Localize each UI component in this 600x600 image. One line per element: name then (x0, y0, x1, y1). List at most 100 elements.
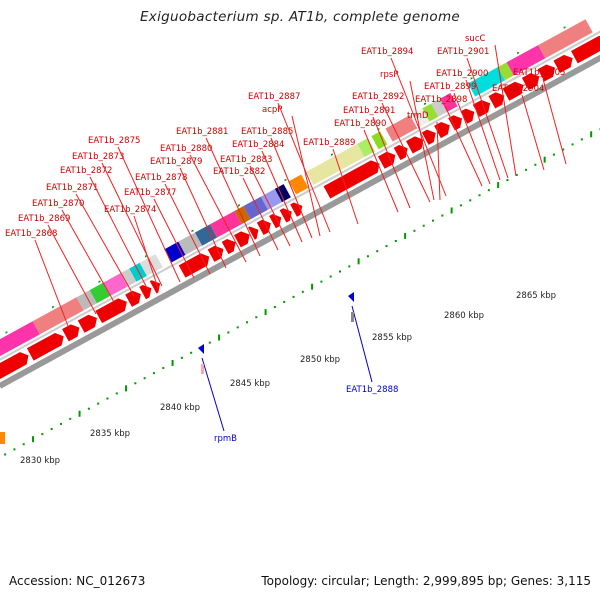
ruler-dot (97, 402, 100, 405)
gene-arrow (0, 352, 29, 379)
gene-arrow (234, 231, 250, 248)
callout-line (153, 198, 195, 279)
gene-label: EAT1b_2885 (241, 127, 293, 137)
gene-arrow (221, 238, 236, 255)
gene-label: EAT1b_2882 (213, 167, 265, 177)
ruler-dot (245, 321, 248, 324)
ruler-dot (301, 290, 304, 293)
ruler-dot (273, 306, 276, 309)
ruler-dot (366, 255, 369, 258)
feature-block (234, 206, 251, 225)
ruler-dot (506, 179, 509, 182)
gene-label: EAT1b_2869 (18, 214, 70, 224)
gene-arrow (323, 160, 380, 199)
gene-arrow (139, 285, 152, 300)
ruler-dot (115, 392, 118, 395)
callout-line (381, 102, 431, 203)
feature-block (120, 268, 137, 287)
ruler-dot (580, 138, 583, 141)
gene-callouts: EAT1b_2868 EAT1b_2869 EAT1b_2870 EAT1b_2871… (5, 34, 567, 444)
gene-label: EAT1b_2880 (160, 144, 212, 154)
gene-label: EAT1b_2890 (334, 119, 386, 129)
ruler-dot (339, 270, 342, 273)
gene-label: sucC (465, 34, 485, 44)
gene-label: EAT1b_2900 (436, 69, 488, 79)
gene-arrow (571, 35, 600, 64)
callout-line (133, 215, 159, 289)
ruler-dot (4, 453, 7, 456)
feature-block (371, 131, 388, 150)
gene-label: trmD (407, 111, 429, 121)
ruler-label: 2850 kbp (300, 355, 340, 365)
feature-block-edge (0, 432, 5, 444)
ruler-dot (534, 163, 537, 166)
gene-label: EAT1b_2901 (437, 47, 489, 57)
gene-arrow (149, 280, 161, 294)
ruler-label: 2865 kbp (516, 291, 556, 301)
gene-arrow (125, 290, 141, 307)
gene-label: EAT1b_2878 (135, 173, 187, 183)
callout-line (164, 183, 211, 275)
gene-label: EAT1b_2904 (492, 84, 544, 94)
gene-label: EAT1b_2898 (415, 95, 467, 105)
feature-block (497, 62, 514, 81)
callout-line (205, 137, 261, 257)
ruler-dot (22, 443, 25, 446)
feature-block (422, 103, 439, 122)
gene-arrow (521, 73, 540, 91)
ruler-dot (106, 397, 109, 400)
ruler-dot (236, 326, 239, 329)
gene-arrow (553, 54, 573, 73)
callout-line (75, 193, 135, 297)
callout-line (465, 79, 501, 181)
gene-label: EAT1b_2870 (32, 199, 84, 209)
callout-line (436, 121, 441, 201)
gene-label: EAT1b_2889 (303, 138, 355, 148)
ruler-dot (478, 194, 481, 197)
callout-line (47, 224, 97, 315)
feature-block (243, 196, 269, 220)
ruler-dot (376, 250, 379, 253)
gene-arrow (77, 314, 97, 333)
gene-arrow (377, 151, 396, 169)
gene-label: EAT1b_2873 (72, 152, 124, 162)
ruler-dot (320, 280, 323, 283)
ruler-dot (69, 417, 72, 420)
gene-label: EAT1b_2883 (220, 155, 272, 165)
ruler-dot (227, 331, 230, 334)
feature-block (0, 321, 40, 357)
gene-arrow (62, 324, 80, 342)
ruler-dot (515, 173, 518, 176)
gene-label: EAT1b_2879 (150, 157, 202, 167)
ruler-dot (469, 199, 472, 202)
feature-block (195, 224, 218, 246)
gene-marker (348, 292, 354, 302)
gene-label: acpP (262, 105, 282, 115)
gene-label: EAT1b_2875 (88, 136, 140, 146)
callout-line (351, 305, 373, 383)
gene-arrow (269, 214, 282, 229)
ruler-dot (394, 239, 397, 242)
gene-label: EAT1b_2868 (5, 229, 57, 239)
feature-block (89, 282, 111, 304)
gene-arrow (488, 92, 505, 109)
callout-line (34, 239, 69, 327)
gene-label: EAT1b_2872 (60, 166, 112, 176)
gene-arrow (248, 226, 259, 240)
gene-label: EAT1b_2871 (46, 183, 98, 193)
gene-label: EAT1b_2874 (104, 205, 156, 215)
callout-line (242, 177, 279, 251)
ruler-dot (134, 382, 137, 385)
feature-block (506, 45, 546, 76)
feature-block (538, 19, 593, 59)
ruler-dot (41, 433, 44, 436)
gene-arrow (178, 253, 210, 278)
gene-marker-tail (351, 312, 354, 322)
callout-line (261, 150, 303, 243)
ruler-dot (552, 153, 555, 156)
ruler-dot (143, 377, 146, 380)
ruler-dot (525, 168, 528, 171)
ruler-dot (413, 229, 416, 232)
callout-line (494, 44, 517, 177)
